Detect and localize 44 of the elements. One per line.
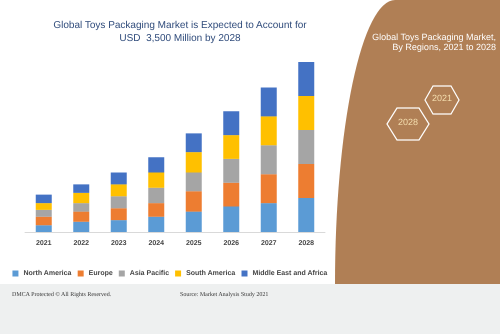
text: Global Toys Packaging Market, By Regions, 2021 to 2028 [371,32,496,52]
bar [148,157,164,172]
bar [73,222,90,232]
bar [148,216,164,232]
bar [186,212,202,232]
bar [298,62,314,96]
bar [223,182,240,206]
bar [223,206,240,232]
bar [260,174,277,204]
bar [186,172,202,192]
bar [110,208,127,220]
bar [73,192,90,204]
bar [298,96,314,130]
bar [186,191,202,212]
bar [148,188,164,204]
bar [298,130,314,164]
bar [148,203,164,217]
text: 2028 [396,117,420,127]
bar [36,194,52,204]
bar [73,203,90,212]
bar [223,135,240,159]
bar [36,216,52,226]
bar [36,203,52,210]
bar [110,196,127,208]
chart-title: Global Toys Packaging Market is Expected to Account for USD 3,500 Million by 2028 [53,20,308,44]
bar [73,184,90,193]
text: 2021 [430,93,454,103]
bar [260,145,277,174]
bar [110,184,127,196]
bar [223,111,240,136]
bar [36,225,52,232]
bar [186,133,202,152]
bar [110,172,127,184]
bar [298,164,314,198]
bar [110,220,127,232]
bar [260,203,277,232]
bar [148,172,164,188]
bar [36,210,52,217]
bar [186,152,202,172]
bar [260,116,277,146]
bar [223,158,240,183]
bar [298,198,314,232]
bar [73,212,90,222]
bar [260,88,277,116]
